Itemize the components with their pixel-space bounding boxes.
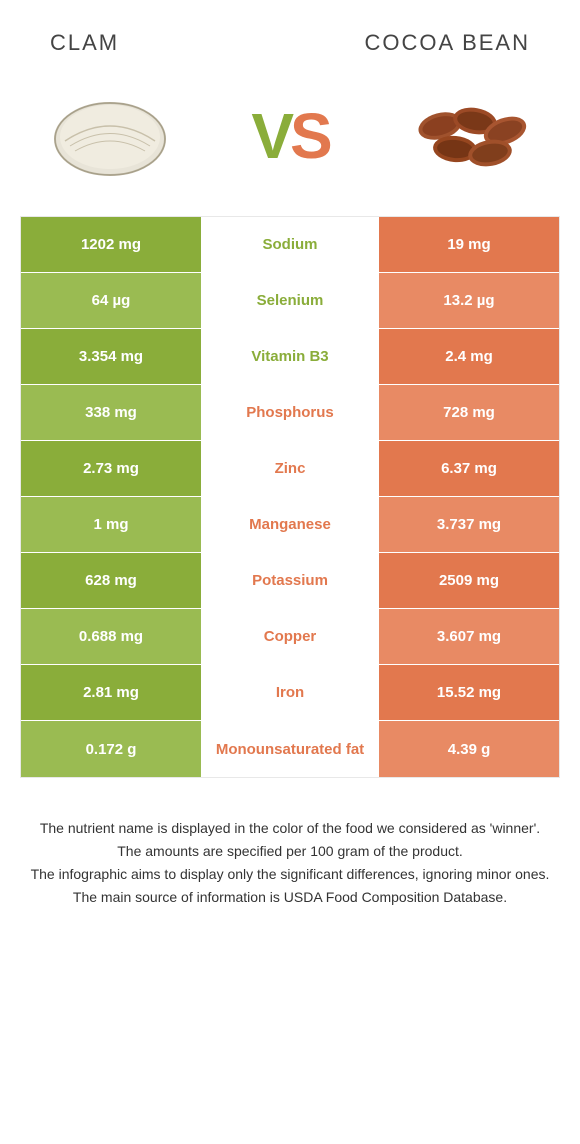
right-value: 19 mg — [379, 217, 559, 272]
vs-label: VS — [251, 99, 328, 173]
nutrient-name: Monounsaturated fat — [201, 721, 379, 777]
left-value: 0.688 mg — [21, 609, 201, 664]
left-food-title: CLAM — [50, 30, 119, 56]
footer-line-4: The main source of information is USDA F… — [30, 887, 550, 908]
nutrient-table: 1202 mgSodium19 mg64 µgSelenium13.2 µg3.… — [20, 216, 560, 778]
footer-notes: The nutrient name is displayed in the co… — [0, 778, 580, 930]
vs-v-letter: V — [251, 99, 290, 173]
right-value: 3.607 mg — [379, 609, 559, 664]
left-value: 1 mg — [21, 497, 201, 552]
table-row: 0.688 mgCopper3.607 mg — [21, 609, 559, 665]
table-row: 1202 mgSodium19 mg — [21, 217, 559, 273]
header: CLAM COCOA BEAN — [0, 0, 580, 66]
nutrient-name: Selenium — [201, 273, 379, 328]
nutrient-name: Potassium — [201, 553, 379, 608]
right-value: 728 mg — [379, 385, 559, 440]
nutrient-name: Phosphorus — [201, 385, 379, 440]
table-row: 2.81 mgIron15.52 mg — [21, 665, 559, 721]
nutrient-name: Vitamin B3 — [201, 329, 379, 384]
left-value: 3.354 mg — [21, 329, 201, 384]
right-value: 2.4 mg — [379, 329, 559, 384]
right-value: 15.52 mg — [379, 665, 559, 720]
nutrient-name: Iron — [201, 665, 379, 720]
vs-s-letter: S — [290, 99, 329, 173]
nutrient-name: Manganese — [201, 497, 379, 552]
clam-image — [40, 86, 180, 186]
vs-row: VS — [0, 66, 580, 216]
right-value: 13.2 µg — [379, 273, 559, 328]
table-row: 338 mgPhosphorus728 mg — [21, 385, 559, 441]
right-value: 2509 mg — [379, 553, 559, 608]
footer-line-1: The nutrient name is displayed in the co… — [30, 818, 550, 839]
left-value: 0.172 g — [21, 721, 201, 777]
nutrient-name: Zinc — [201, 441, 379, 496]
nutrient-name: Sodium — [201, 217, 379, 272]
table-row: 628 mgPotassium2509 mg — [21, 553, 559, 609]
left-value: 338 mg — [21, 385, 201, 440]
left-value: 2.73 mg — [21, 441, 201, 496]
left-value: 2.81 mg — [21, 665, 201, 720]
left-value: 64 µg — [21, 273, 201, 328]
left-value: 1202 mg — [21, 217, 201, 272]
right-food-title: COCOA BEAN — [365, 30, 530, 56]
table-row: 0.172 gMonounsaturated fat4.39 g — [21, 721, 559, 777]
nutrient-name: Copper — [201, 609, 379, 664]
table-row: 3.354 mgVitamin B32.4 mg — [21, 329, 559, 385]
footer-line-3: The infographic aims to display only the… — [30, 864, 550, 885]
right-value: 4.39 g — [379, 721, 559, 777]
footer-line-2: The amounts are specified per 100 gram o… — [30, 841, 550, 862]
right-value: 6.37 mg — [379, 441, 559, 496]
table-row: 64 µgSelenium13.2 µg — [21, 273, 559, 329]
table-row: 1 mgManganese3.737 mg — [21, 497, 559, 553]
cocoa-bean-image — [400, 86, 540, 186]
table-row: 2.73 mgZinc6.37 mg — [21, 441, 559, 497]
left-value: 628 mg — [21, 553, 201, 608]
right-value: 3.737 mg — [379, 497, 559, 552]
